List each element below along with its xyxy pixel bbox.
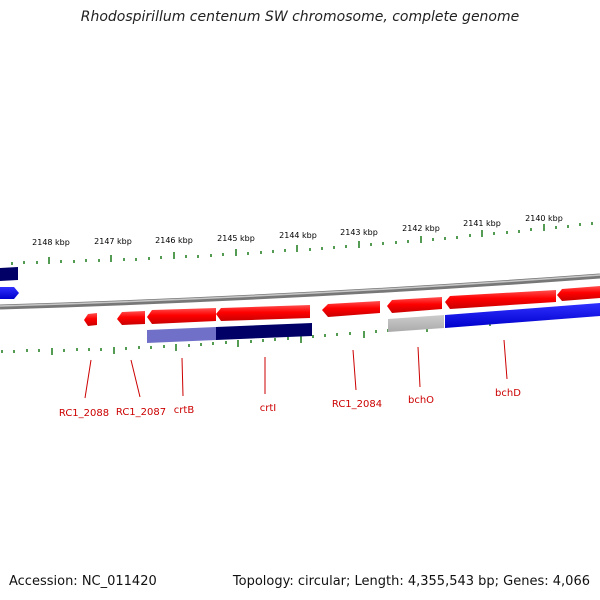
leader-line	[503, 339, 508, 380]
kbp-label: 2145 kbp	[217, 234, 255, 243]
kbp-label: 2143 kbp	[340, 228, 378, 237]
gene-block-crtb-inner[interactable]	[147, 327, 216, 343]
gene-arrow-rc1-2084[interactable]	[322, 301, 380, 317]
kbp-label: 2144 kbp	[279, 231, 317, 240]
gene-block-bchd-inner[interactable]	[445, 303, 600, 328]
gene-arrow-crti[interactable]	[216, 305, 310, 321]
gene-arrow-navy	[0, 267, 18, 281]
kbp-label: 2147 kbp	[94, 237, 132, 246]
accession-text: Accession: NC_011420	[9, 574, 157, 589]
gene-block-bcho-inner[interactable]	[388, 315, 444, 332]
gene-label-bchd[interactable]: bchD	[495, 388, 521, 399]
leader-line	[84, 359, 92, 399]
leader-line	[181, 357, 184, 397]
chromosome-backbone-highlight	[0, 274, 600, 307]
gene-arrow-crtb[interactable]	[147, 308, 216, 324]
gene-label-crtb[interactable]: crtB	[174, 405, 195, 416]
map-title: Rhodospirillum centenum SW chromosome, c…	[80, 9, 520, 25]
gene-arrow-bchd-upper[interactable]	[445, 290, 556, 309]
kbp-label: 2146 kbp	[155, 236, 193, 245]
gene-arrow-edge-right[interactable]	[557, 286, 600, 301]
kbp-label: 2142 kbp	[402, 224, 440, 233]
kbp-label: 2140 kbp	[525, 214, 563, 223]
leader-line	[130, 359, 141, 398]
gene-label-rc1-2088[interactable]: RC1_2088	[59, 408, 109, 419]
leader-line	[417, 346, 421, 388]
gene-label-crti[interactable]: crtI	[260, 403, 276, 414]
gene-arrow-rc1-2088[interactable]	[84, 313, 97, 326]
gene-arrow-bcho[interactable]	[387, 297, 442, 313]
gene-label-rc1-2084[interactable]: RC1_2084	[332, 399, 382, 410]
genome-summary-text: Topology: circular; Length: 4,355,543 bp…	[232, 574, 590, 589]
upper-tick-ring	[11, 222, 593, 265]
gene-label-bcho[interactable]: bchO	[408, 395, 434, 406]
kbp-label: 2148 kbp	[32, 238, 70, 247]
leader-line	[352, 349, 357, 391]
gene-arrow-rc1-2087[interactable]	[117, 311, 145, 325]
kbp-label: 2141 kbp	[463, 219, 501, 228]
chromosome-backbone	[0, 273, 600, 310]
gene-label-rc1-2087[interactable]: RC1_2087	[116, 407, 166, 418]
gene-arrow-blue	[0, 287, 19, 299]
gene-block-crti-inner[interactable]	[216, 323, 312, 340]
